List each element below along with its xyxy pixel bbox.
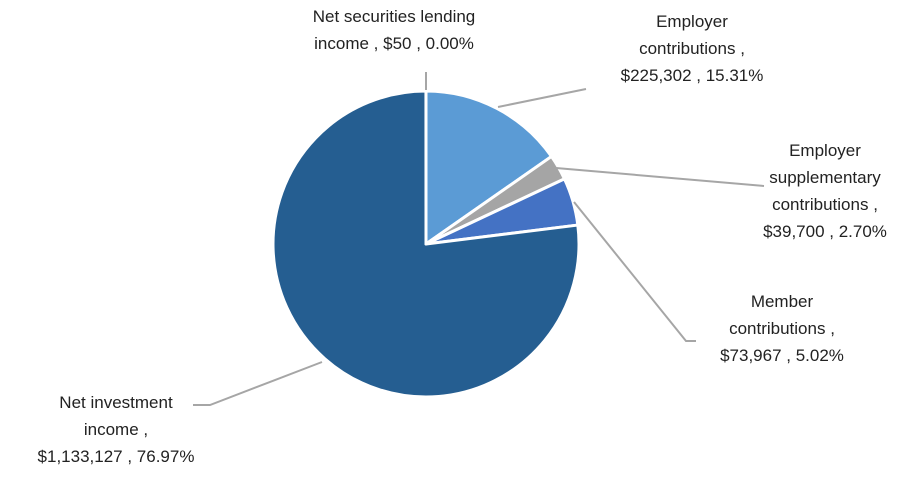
slice-label-member-contributions: Member contributions , $73,967 , 5.02%: [720, 292, 844, 365]
leader-lines: [193, 72, 765, 406]
leader-line-employer-supplementary-contributions: [555, 167, 765, 187]
pie-slices: [271, 89, 581, 399]
leader-line-member-contributions: [573, 201, 696, 342]
pie-slice-net-investment-income: [271, 89, 581, 399]
slice-label-net-securities-lending: Net securities lending income , $50 , 0.…: [312, 7, 476, 53]
slice-label-employer-supplementary: Employer supplementary contributions , $…: [763, 141, 887, 241]
slice-label-employer-contributions: Employer contributions , $225,302 , 15.3…: [620, 12, 764, 85]
leader-line-net-investment-income: [193, 361, 323, 406]
leader-line-employer-contributions: [497, 88, 587, 108]
pie-slice-employer-contributions: [424, 89, 553, 246]
slice-label-net-investment-income: Net investment income , $1,133,127 , 76.…: [37, 393, 195, 466]
